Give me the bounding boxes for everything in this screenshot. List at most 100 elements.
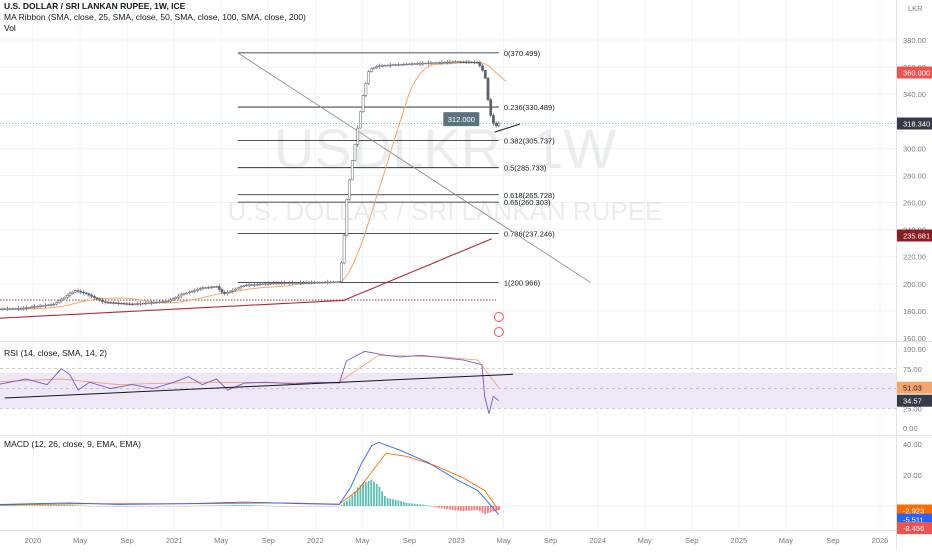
macd-histogram-bar[interactable] bbox=[479, 506, 481, 511]
macd-histogram-bar[interactable] bbox=[129, 506, 131, 507]
candle-body[interactable] bbox=[221, 289, 223, 292]
macd-histogram-bar[interactable] bbox=[123, 506, 125, 507]
candle-body[interactable] bbox=[148, 303, 150, 304]
macd-histogram-bar[interactable] bbox=[463, 506, 465, 511]
macd-histogram-bar[interactable] bbox=[164, 506, 166, 507]
candle-body[interactable] bbox=[400, 64, 402, 65]
macd-histogram-bar[interactable] bbox=[161, 506, 163, 507]
macd-histogram-bar[interactable] bbox=[270, 506, 272, 507]
macd-histogram-bar[interactable] bbox=[47, 505, 49, 506]
macd-histogram-bar[interactable] bbox=[36, 505, 38, 506]
macd-histogram-bar[interactable] bbox=[53, 505, 55, 506]
macd-histogram-bar[interactable] bbox=[455, 506, 457, 510]
macd-histogram-bar[interactable] bbox=[175, 506, 177, 507]
candle-body[interactable] bbox=[438, 63, 440, 64]
candle-body[interactable] bbox=[433, 63, 435, 64]
volume-legend[interactable]: Vol bbox=[4, 23, 16, 33]
candle-body[interactable] bbox=[129, 304, 131, 305]
macd-histogram-bar[interactable] bbox=[408, 503, 410, 506]
candle-body[interactable] bbox=[419, 63, 421, 64]
candle-body[interactable] bbox=[213, 287, 215, 288]
candle-body[interactable] bbox=[378, 66, 380, 67]
candle-body[interactable] bbox=[199, 289, 201, 290]
macd-histogram-bar[interactable] bbox=[202, 506, 204, 507]
candle-body[interactable] bbox=[25, 308, 27, 309]
macd-histogram-bar[interactable] bbox=[446, 506, 448, 509]
macd-histogram-bar[interactable] bbox=[484, 506, 486, 514]
macd-histogram-bar[interactable] bbox=[188, 506, 190, 507]
candle-body[interactable] bbox=[291, 283, 293, 284]
candle-body[interactable] bbox=[172, 299, 174, 300]
candle-body[interactable] bbox=[20, 308, 22, 309]
candle-body[interactable] bbox=[283, 283, 285, 284]
candle-body[interactable] bbox=[134, 304, 136, 305]
candle-body[interactable] bbox=[44, 305, 46, 306]
macd-histogram-bar[interactable] bbox=[69, 505, 71, 506]
macd-histogram-bar[interactable] bbox=[213, 505, 215, 506]
candle-body[interactable] bbox=[77, 291, 79, 292]
macd-histogram-bar[interactable] bbox=[259, 505, 261, 506]
candle-body[interactable] bbox=[267, 283, 269, 284]
candle-body[interactable] bbox=[321, 282, 323, 283]
macd-histogram-bar[interactable] bbox=[93, 506, 95, 507]
macd-histogram-bar[interactable] bbox=[392, 499, 394, 506]
candle-body[interactable] bbox=[58, 301, 60, 303]
macd-histogram-bar[interactable] bbox=[419, 504, 421, 506]
candle-body[interactable] bbox=[253, 284, 255, 285]
macd-histogram-bar[interactable] bbox=[28, 505, 30, 506]
candle-body[interactable] bbox=[207, 287, 209, 288]
macd-histogram-bar[interactable] bbox=[302, 506, 304, 507]
macd-histogram-bar[interactable] bbox=[351, 495, 353, 506]
candle-body[interactable] bbox=[430, 63, 432, 64]
symbol-title[interactable]: U.S. DOLLAR / SRI LANKAN RUPEE, 1W, ICE bbox=[4, 1, 185, 11]
macd-histogram-bar[interactable] bbox=[156, 506, 158, 507]
candle-body[interactable] bbox=[343, 235, 345, 263]
macd-histogram-bar[interactable] bbox=[186, 506, 188, 507]
candle-body[interactable] bbox=[319, 282, 321, 283]
candle-body[interactable] bbox=[275, 283, 277, 284]
candle-body[interactable] bbox=[96, 298, 98, 299]
candle-body[interactable] bbox=[63, 297, 65, 299]
candle-body[interactable] bbox=[302, 283, 304, 284]
macd-histogram-bar[interactable] bbox=[191, 506, 193, 507]
macd-histogram-bar[interactable] bbox=[55, 505, 57, 506]
candle-body[interactable] bbox=[234, 289, 236, 290]
macd-histogram-bar[interactable] bbox=[474, 506, 476, 510]
macd-histogram-bar[interactable] bbox=[487, 506, 489, 513]
macd-histogram-bar[interactable] bbox=[221, 505, 223, 506]
macd-histogram-bar[interactable] bbox=[34, 505, 36, 506]
candle-body[interactable] bbox=[392, 65, 394, 66]
macd-histogram-bar[interactable] bbox=[118, 506, 120, 507]
candle-body[interactable] bbox=[446, 62, 448, 63]
macd-histogram-bar[interactable] bbox=[153, 506, 155, 507]
macd-histogram-bar[interactable] bbox=[83, 506, 85, 507]
macd-histogram-bar[interactable] bbox=[159, 506, 161, 507]
candle-body[interactable] bbox=[80, 291, 82, 292]
macd-histogram-bar[interactable] bbox=[1, 505, 3, 506]
candle-body[interactable] bbox=[294, 283, 296, 284]
candle-body[interactable] bbox=[256, 284, 258, 285]
macd-histogram-bar[interactable] bbox=[319, 506, 321, 507]
macd-histogram-bar[interactable] bbox=[64, 505, 66, 506]
macd-histogram-bar[interactable] bbox=[17, 505, 19, 506]
macd-histogram-bar[interactable] bbox=[471, 506, 473, 511]
candle-body[interactable] bbox=[72, 292, 74, 294]
candle-body[interactable] bbox=[215, 287, 217, 288]
macd-histogram-bar[interactable] bbox=[26, 505, 28, 506]
macd-histogram-bar[interactable] bbox=[77, 505, 79, 506]
candle-body[interactable] bbox=[354, 144, 356, 160]
macd-histogram-bar[interactable] bbox=[131, 506, 133, 507]
macd-histogram-bar[interactable] bbox=[400, 501, 402, 506]
macd-histogram-bar[interactable] bbox=[251, 505, 253, 506]
candle-body[interactable] bbox=[422, 63, 424, 64]
candle-body[interactable] bbox=[4, 309, 6, 310]
macd-histogram-bar[interactable] bbox=[436, 506, 438, 507]
candle-body[interactable] bbox=[408, 64, 410, 65]
candle-body[interactable] bbox=[23, 308, 25, 309]
macd-histogram-bar[interactable] bbox=[88, 506, 90, 507]
candle-body[interactable] bbox=[281, 283, 283, 284]
macd-histogram-bar[interactable] bbox=[338, 506, 340, 507]
candle-body[interactable] bbox=[224, 292, 226, 293]
macd-histogram-bar[interactable] bbox=[438, 506, 440, 508]
macd-histogram-bar[interactable] bbox=[283, 506, 285, 507]
